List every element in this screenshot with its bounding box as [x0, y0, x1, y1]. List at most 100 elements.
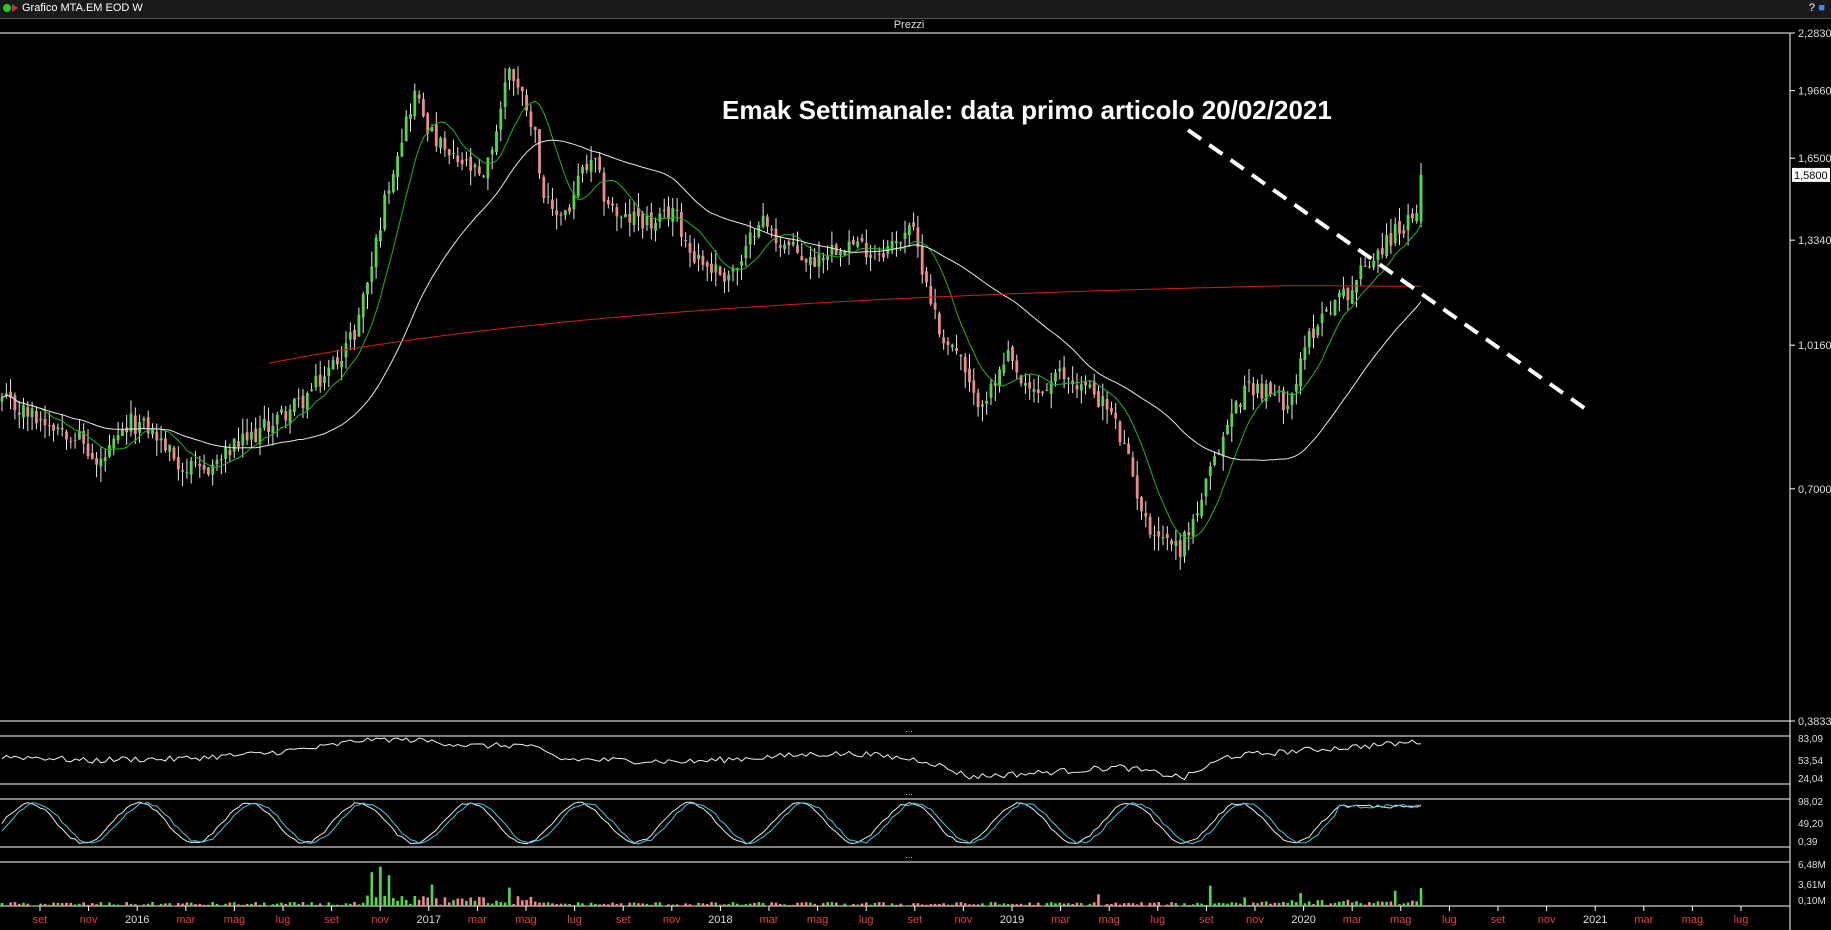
volume-bar — [280, 902, 283, 906]
volume-bar — [1183, 903, 1186, 906]
candle-body — [628, 213, 632, 223]
candle-body — [882, 253, 885, 258]
volume-bar — [1075, 902, 1079, 906]
volume-bar — [396, 900, 399, 906]
volume-bar — [366, 895, 369, 906]
candle-body — [1264, 383, 1268, 402]
volume-bar — [877, 902, 881, 906]
volume-bar — [78, 903, 81, 906]
time-tick-label: set — [1199, 914, 1214, 926]
volume-bar — [349, 903, 352, 906]
volume-bar — [675, 904, 679, 906]
volume-bar — [1307, 901, 1311, 906]
annotation-layer: Emak Settimanale: data primo articolo 20… — [722, 95, 1592, 414]
candle-body — [688, 242, 692, 253]
candle-body — [241, 433, 245, 446]
candle-body — [60, 428, 64, 430]
candle-body — [1380, 247, 1384, 255]
candle-body — [942, 337, 946, 344]
volume-bar — [576, 902, 580, 906]
volume-bar — [1015, 904, 1019, 906]
volume-bar — [1338, 901, 1341, 906]
volume-bar — [198, 903, 202, 906]
candle-body — [387, 190, 391, 194]
candle-body — [654, 222, 657, 231]
candle-body — [585, 163, 589, 171]
candle-body — [959, 354, 963, 357]
volume-bar — [942, 903, 945, 906]
candle-body — [1002, 364, 1006, 373]
volume-bar — [1032, 904, 1036, 906]
candle-body — [95, 458, 98, 465]
candle-body — [1299, 358, 1302, 387]
volume-bar — [611, 902, 614, 906]
candle-body — [563, 210, 567, 216]
candle-body — [1135, 475, 1139, 499]
volume-bar — [486, 903, 490, 906]
volume-bar — [516, 896, 520, 906]
candle-body — [594, 158, 597, 160]
volume-bar — [1355, 901, 1358, 906]
candle-body — [232, 438, 236, 452]
candle-body — [809, 256, 812, 266]
candle-body — [499, 108, 503, 130]
volume-bar — [895, 904, 898, 906]
candle-body — [125, 427, 129, 433]
candle-body — [348, 332, 352, 340]
volume-bar — [1282, 901, 1285, 906]
play-arrow-icon[interactable] — [12, 4, 18, 12]
candle-body — [35, 411, 38, 424]
candle-body — [1148, 516, 1152, 535]
time-tick-label: set — [324, 914, 339, 926]
volume-bar — [340, 904, 343, 906]
candle-body — [856, 241, 860, 247]
window-maximize-icon[interactable]: ■ — [1818, 2, 1825, 14]
candle-body — [1273, 394, 1277, 396]
candle-body — [133, 415, 137, 434]
volume-bar — [417, 899, 421, 906]
volume-bar — [357, 904, 361, 906]
price-axis: 2,2830 1,9660 1,6500 1,3340 1,0160 0,7000 0,38… — [1790, 28, 1831, 728]
candle-body — [589, 159, 593, 172]
candle-body — [0, 397, 4, 402]
candle-body — [39, 418, 43, 420]
candle-body — [211, 464, 215, 475]
volume-bar — [770, 902, 773, 906]
volume-bar — [1376, 901, 1380, 906]
volume-bar — [1054, 903, 1057, 906]
candle-body — [680, 211, 683, 237]
candle-body — [920, 246, 924, 275]
candle-body — [542, 176, 546, 199]
volume-bar — [271, 904, 275, 906]
candle-body — [976, 392, 980, 408]
volume-bar — [1221, 903, 1225, 906]
candle-body — [486, 157, 490, 179]
candle-body — [383, 194, 387, 230]
candle-body — [1282, 390, 1285, 411]
help-button[interactable]: ? — [1808, 2, 1815, 14]
volume-bar — [392, 898, 395, 906]
volume-bar — [495, 900, 498, 906]
volume-bar — [142, 904, 146, 906]
candle-body — [310, 389, 313, 391]
chart-area[interactable]: ......... Prezzi Emak Settimanale: data … — [0, 18, 1831, 930]
candle-body — [176, 457, 180, 470]
volume-bar — [1363, 904, 1367, 906]
volume-bar — [998, 904, 1001, 906]
candle-body — [439, 137, 442, 148]
volume-bar — [1084, 905, 1087, 907]
time-tick-label: 2018 — [708, 914, 732, 926]
candle-body — [912, 222, 915, 227]
candle-body — [13, 395, 17, 411]
volume-bar — [976, 904, 980, 906]
volume-bar — [1269, 903, 1272, 906]
volume-bar — [1178, 905, 1182, 907]
candle-body — [116, 435, 120, 441]
volume-bar — [529, 896, 533, 906]
candle-body — [90, 452, 94, 460]
volume-bar — [1041, 905, 1044, 907]
volume-bar — [478, 896, 481, 906]
volume-bar — [39, 903, 42, 906]
volume-bar — [933, 903, 937, 906]
volume-bar — [215, 903, 219, 906]
